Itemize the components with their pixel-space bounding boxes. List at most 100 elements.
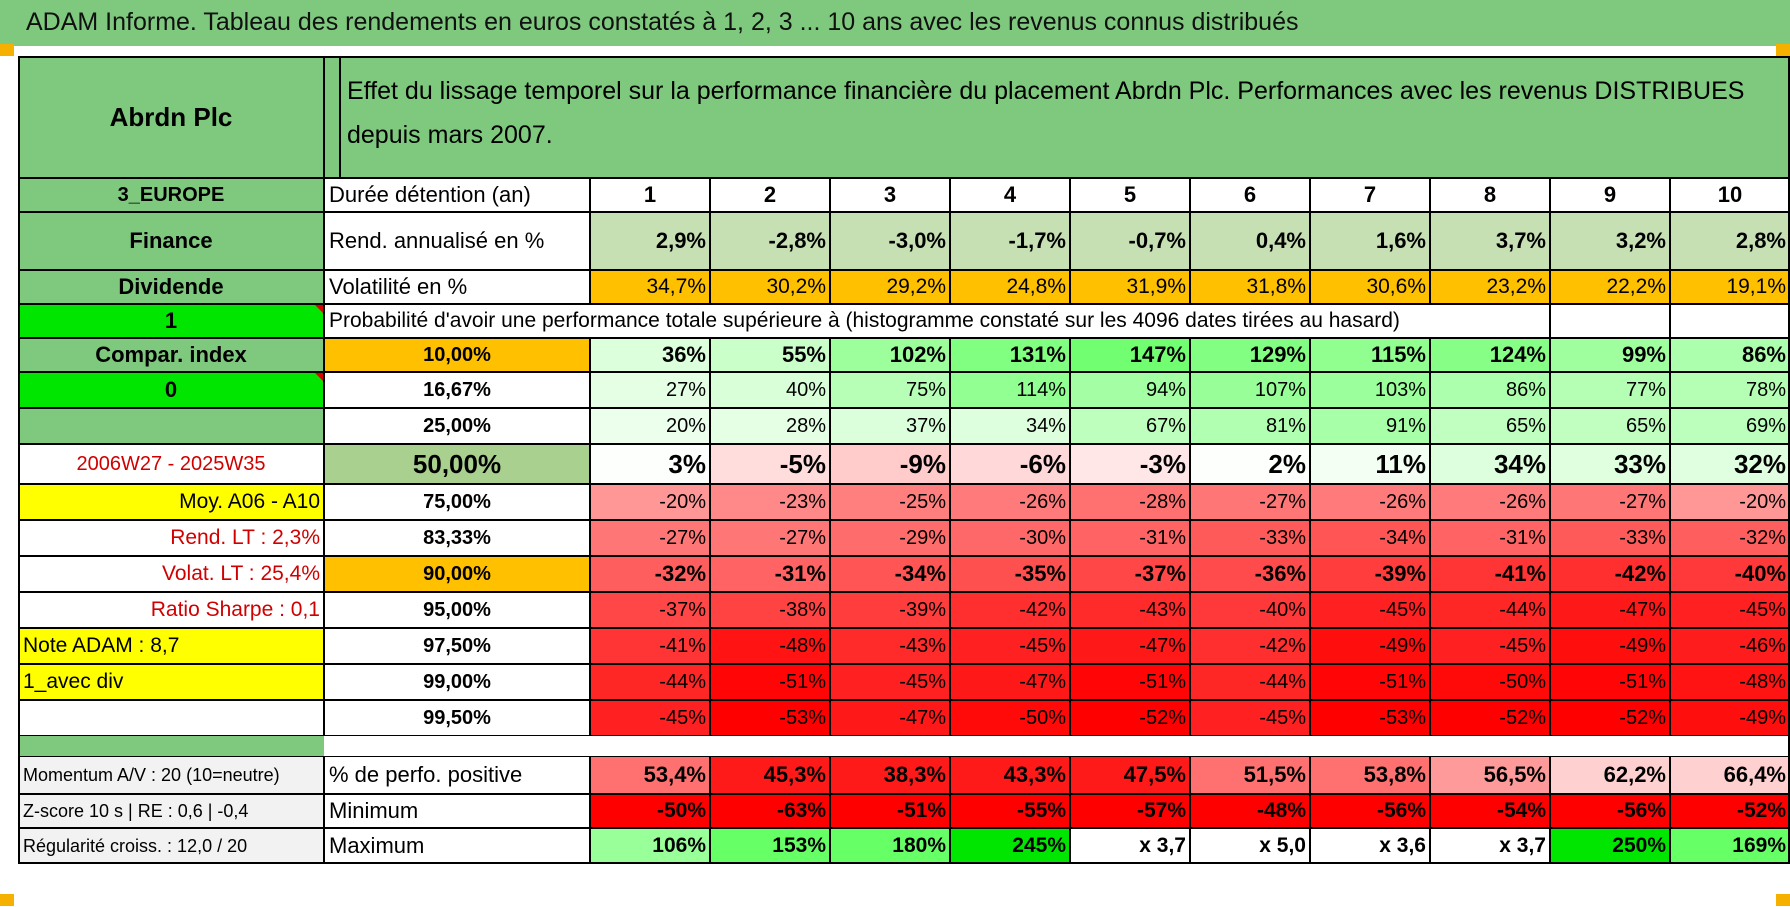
year-header-text: 4 bbox=[1003, 182, 1017, 207]
maximum-value: 250% bbox=[1550, 828, 1670, 864]
quantile-value: -40% bbox=[1670, 556, 1790, 592]
quantile-value-text: -45% bbox=[899, 670, 946, 693]
quantile-value: -45% bbox=[950, 628, 1070, 664]
maximum-value: 245% bbox=[950, 828, 1070, 864]
quantile-value-text: 34% bbox=[1493, 448, 1546, 479]
adam-note: Note ADAM : 8,7 bbox=[18, 628, 324, 664]
quantile-value-text: -42% bbox=[1019, 598, 1066, 621]
quantile-label: 75,00% bbox=[324, 484, 590, 520]
quantile-value-text: 99% bbox=[1621, 342, 1666, 367]
quantile-value-text: -43% bbox=[1139, 598, 1186, 621]
positive-value: 53,4% bbox=[590, 756, 710, 794]
empty-cell bbox=[18, 408, 324, 444]
quantile-value: -3% bbox=[1070, 444, 1190, 484]
quantile-value: -43% bbox=[1070, 592, 1190, 628]
quantile-value: -45% bbox=[1190, 700, 1310, 736]
maximum-value-text: x 3,7 bbox=[1139, 834, 1186, 857]
quantile-value-text: -44% bbox=[1499, 598, 1546, 621]
quantile-value: -43% bbox=[830, 628, 950, 664]
volatility-value: 31,9% bbox=[1070, 270, 1190, 304]
minimum-value-text: -52% bbox=[1736, 799, 1786, 822]
quantile-value: -5% bbox=[710, 444, 830, 484]
volatility-value: 31,8% bbox=[1190, 270, 1310, 304]
quantile-value-text: -37% bbox=[659, 598, 706, 621]
quantile-value: -33% bbox=[1190, 520, 1310, 556]
quantile-value: 147% bbox=[1070, 338, 1190, 372]
quantile-value: -49% bbox=[1550, 628, 1670, 664]
quantile-value: -42% bbox=[1550, 556, 1670, 592]
quantile-value-text: 147% bbox=[1129, 342, 1186, 367]
flag-cell: 0 bbox=[18, 372, 324, 408]
return-value-text: -2,8% bbox=[768, 228, 826, 253]
quantile-value: -31% bbox=[1070, 520, 1190, 556]
corner-marker bbox=[1776, 44, 1790, 56]
quantile-value-text: -31% bbox=[1139, 526, 1186, 549]
quantile-value: -41% bbox=[1430, 556, 1550, 592]
quantile-value-text: -50% bbox=[1019, 706, 1066, 729]
sharpe-ratio: Ratio Sharpe : 0,1 bbox=[18, 592, 324, 628]
quantile-value-text: -52% bbox=[1139, 706, 1186, 729]
minimum-value-text: -56% bbox=[1376, 799, 1426, 822]
quantile-value: 102% bbox=[830, 338, 950, 372]
quantile-value: -35% bbox=[950, 556, 1070, 592]
dividend-mode-text: 1_avec div bbox=[23, 670, 124, 693]
positive-value: 43,3% bbox=[950, 756, 1070, 794]
minimum-value: -52% bbox=[1670, 794, 1790, 828]
quantile-value-text: -44% bbox=[1259, 670, 1306, 693]
quantile-value-text: -42% bbox=[1614, 561, 1666, 586]
quantile-value-text: -29% bbox=[899, 526, 946, 549]
quantile-value-text: -27% bbox=[1619, 490, 1666, 513]
quantile-value: 75% bbox=[830, 372, 950, 408]
quantile-value-text: 86% bbox=[1505, 378, 1546, 401]
minimum-label: Minimum bbox=[324, 794, 590, 828]
quantile-label: 95,00% bbox=[324, 592, 590, 628]
quantile-value-text: 11% bbox=[1375, 448, 1426, 479]
quantile-value: -32% bbox=[590, 556, 710, 592]
quantile-value-text: -47% bbox=[899, 706, 946, 729]
positive-label: % de perfo. positive bbox=[324, 756, 590, 794]
return-value: 2,8% bbox=[1670, 212, 1790, 270]
quantile-value: 36% bbox=[590, 338, 710, 372]
quantile-value: 107% bbox=[1190, 372, 1310, 408]
volatility-value-text: 19,1% bbox=[1726, 275, 1786, 298]
quantile-value-text: 36% bbox=[661, 342, 706, 367]
year-header: 8 bbox=[1430, 178, 1550, 212]
maximum-value: 169% bbox=[1670, 828, 1790, 864]
quantile-value: 67% bbox=[1070, 408, 1190, 444]
year-header-text: 2 bbox=[763, 182, 777, 207]
quantile-value: 103% bbox=[1310, 372, 1430, 408]
quantile-value-text: -9% bbox=[899, 448, 946, 479]
quantile-value: 114% bbox=[950, 372, 1070, 408]
volatility-value-text: 31,9% bbox=[1126, 275, 1186, 298]
quantile-value-text: -39% bbox=[899, 598, 946, 621]
quantile-value: 86% bbox=[1430, 372, 1550, 408]
maximum-value: x 3,7 bbox=[1070, 828, 1190, 864]
quantile-value-text: -34% bbox=[894, 561, 946, 586]
region-label: 3_EUROPE bbox=[18, 178, 324, 212]
empty-cell bbox=[1550, 304, 1670, 338]
report-title: ADAM Informe. Tableau des rendements en … bbox=[26, 8, 1299, 36]
minimum-value: -56% bbox=[1550, 794, 1670, 828]
year-header: 7 bbox=[1310, 178, 1430, 212]
quantile-value: 40% bbox=[710, 372, 830, 408]
compar-index-label-text: Compar. index bbox=[95, 342, 247, 367]
return-value: 0,4% bbox=[1190, 212, 1310, 270]
regularity-label: Régularité croiss. : 12,0 / 20 bbox=[18, 828, 324, 864]
quantile-label: 50,00% bbox=[324, 444, 590, 484]
quantile-value: -44% bbox=[1430, 592, 1550, 628]
quantile-value-text: -51% bbox=[1379, 670, 1426, 693]
positive-value-text: 51,5% bbox=[1243, 762, 1306, 787]
minimum-value-text: -50% bbox=[656, 799, 706, 822]
minimum-value-text: -55% bbox=[1016, 799, 1066, 822]
quantile-value: -9% bbox=[830, 444, 950, 484]
positive-value: 38,3% bbox=[830, 756, 950, 794]
minimum-value-text: -54% bbox=[1496, 799, 1546, 822]
maximum-value: x 3,6 bbox=[1310, 828, 1430, 864]
quantile-label-text: 10,00% bbox=[423, 343, 491, 366]
quantile-value: -47% bbox=[1070, 628, 1190, 664]
volatility-value: 30,6% bbox=[1310, 270, 1430, 304]
quantile-value: -51% bbox=[1070, 664, 1190, 700]
quantile-value: 34% bbox=[1430, 444, 1550, 484]
quantile-value-text: -26% bbox=[1379, 490, 1426, 513]
volatility-value-text: 34,7% bbox=[646, 275, 706, 298]
